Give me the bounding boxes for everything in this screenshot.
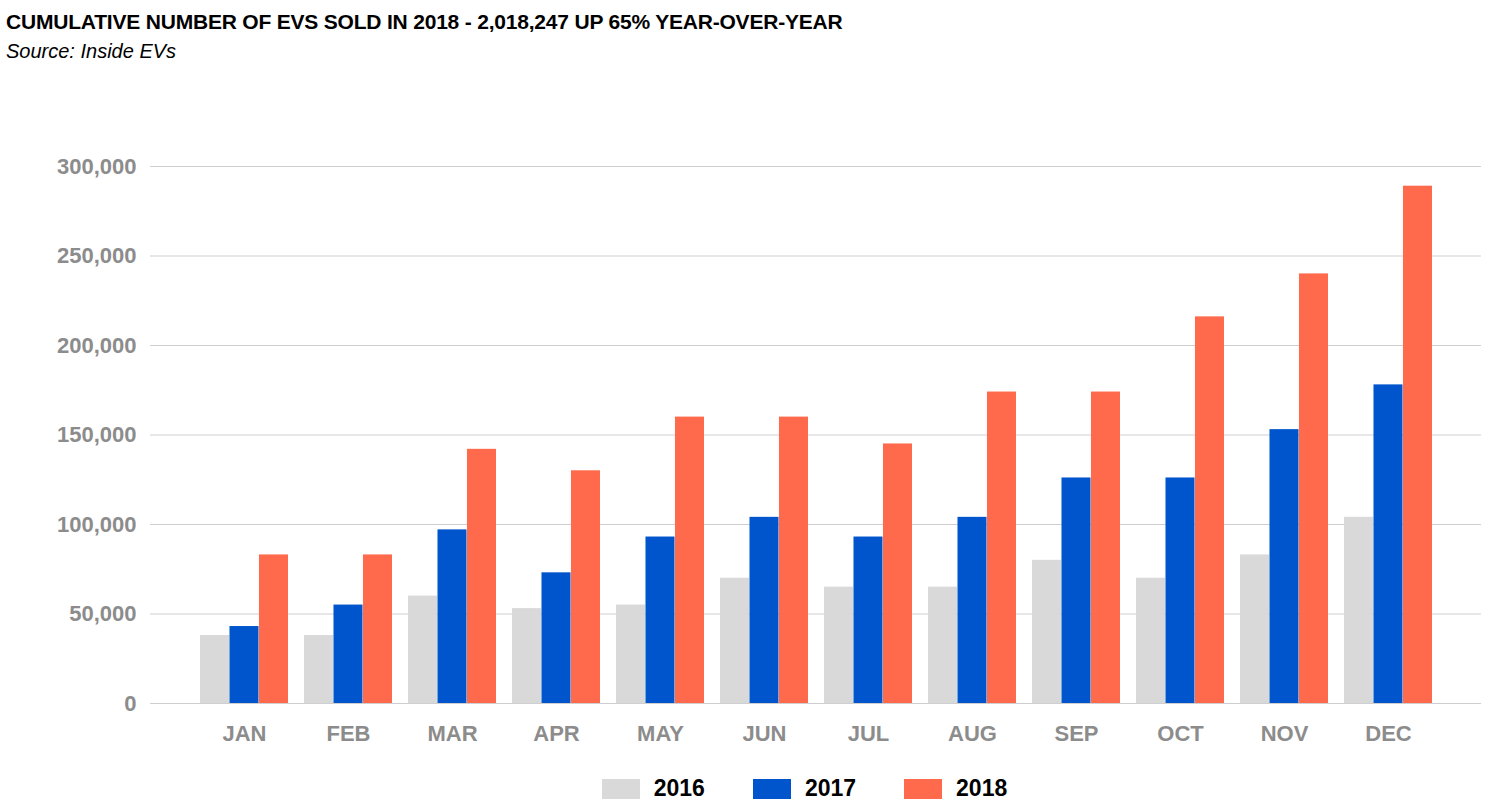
svg-text:0: 0 bbox=[124, 691, 136, 716]
svg-text:JAN: JAN bbox=[222, 721, 266, 746]
html-text:2018: 2018 bbox=[956, 775, 1008, 801]
svg-text:SEP: SEP bbox=[1054, 721, 1098, 746]
svg-text:300,000: 300,000 bbox=[57, 154, 137, 179]
html-text:2017: 2017 bbox=[804, 775, 857, 801]
svg-text:FEB: FEB bbox=[327, 721, 371, 746]
svg-text:250,000: 250,000 bbox=[57, 243, 137, 268]
svg-text:JUL: JUL bbox=[848, 721, 890, 746]
svg-text:MAR: MAR bbox=[427, 721, 477, 746]
svg-text:AUG: AUG bbox=[948, 721, 997, 746]
svg-text:150,000: 150,000 bbox=[57, 422, 137, 447]
svg-text:JUN: JUN bbox=[742, 721, 786, 746]
svg-text:DEC: DEC bbox=[1365, 721, 1412, 746]
svg-text:50,000: 50,000 bbox=[69, 601, 136, 626]
svg-text:200,000: 200,000 bbox=[57, 333, 137, 358]
svg-text:100,000: 100,000 bbox=[57, 512, 137, 537]
svg-text:MAY: MAY bbox=[637, 721, 684, 746]
svg-text:NOV: NOV bbox=[1261, 721, 1309, 746]
html-text:2016: 2016 bbox=[653, 775, 705, 801]
svg-text:OCT: OCT bbox=[1157, 721, 1204, 746]
svg-text:APR: APR bbox=[533, 721, 580, 746]
html-text:CUMULATIVE NUMBER OF EVS SOLD: CUMULATIVE NUMBER OF EVS SOLD IN 2018 - … bbox=[6, 10, 843, 33]
html-text:Source: Inside EVs: Source: Inside EVs bbox=[6, 40, 177, 62]
